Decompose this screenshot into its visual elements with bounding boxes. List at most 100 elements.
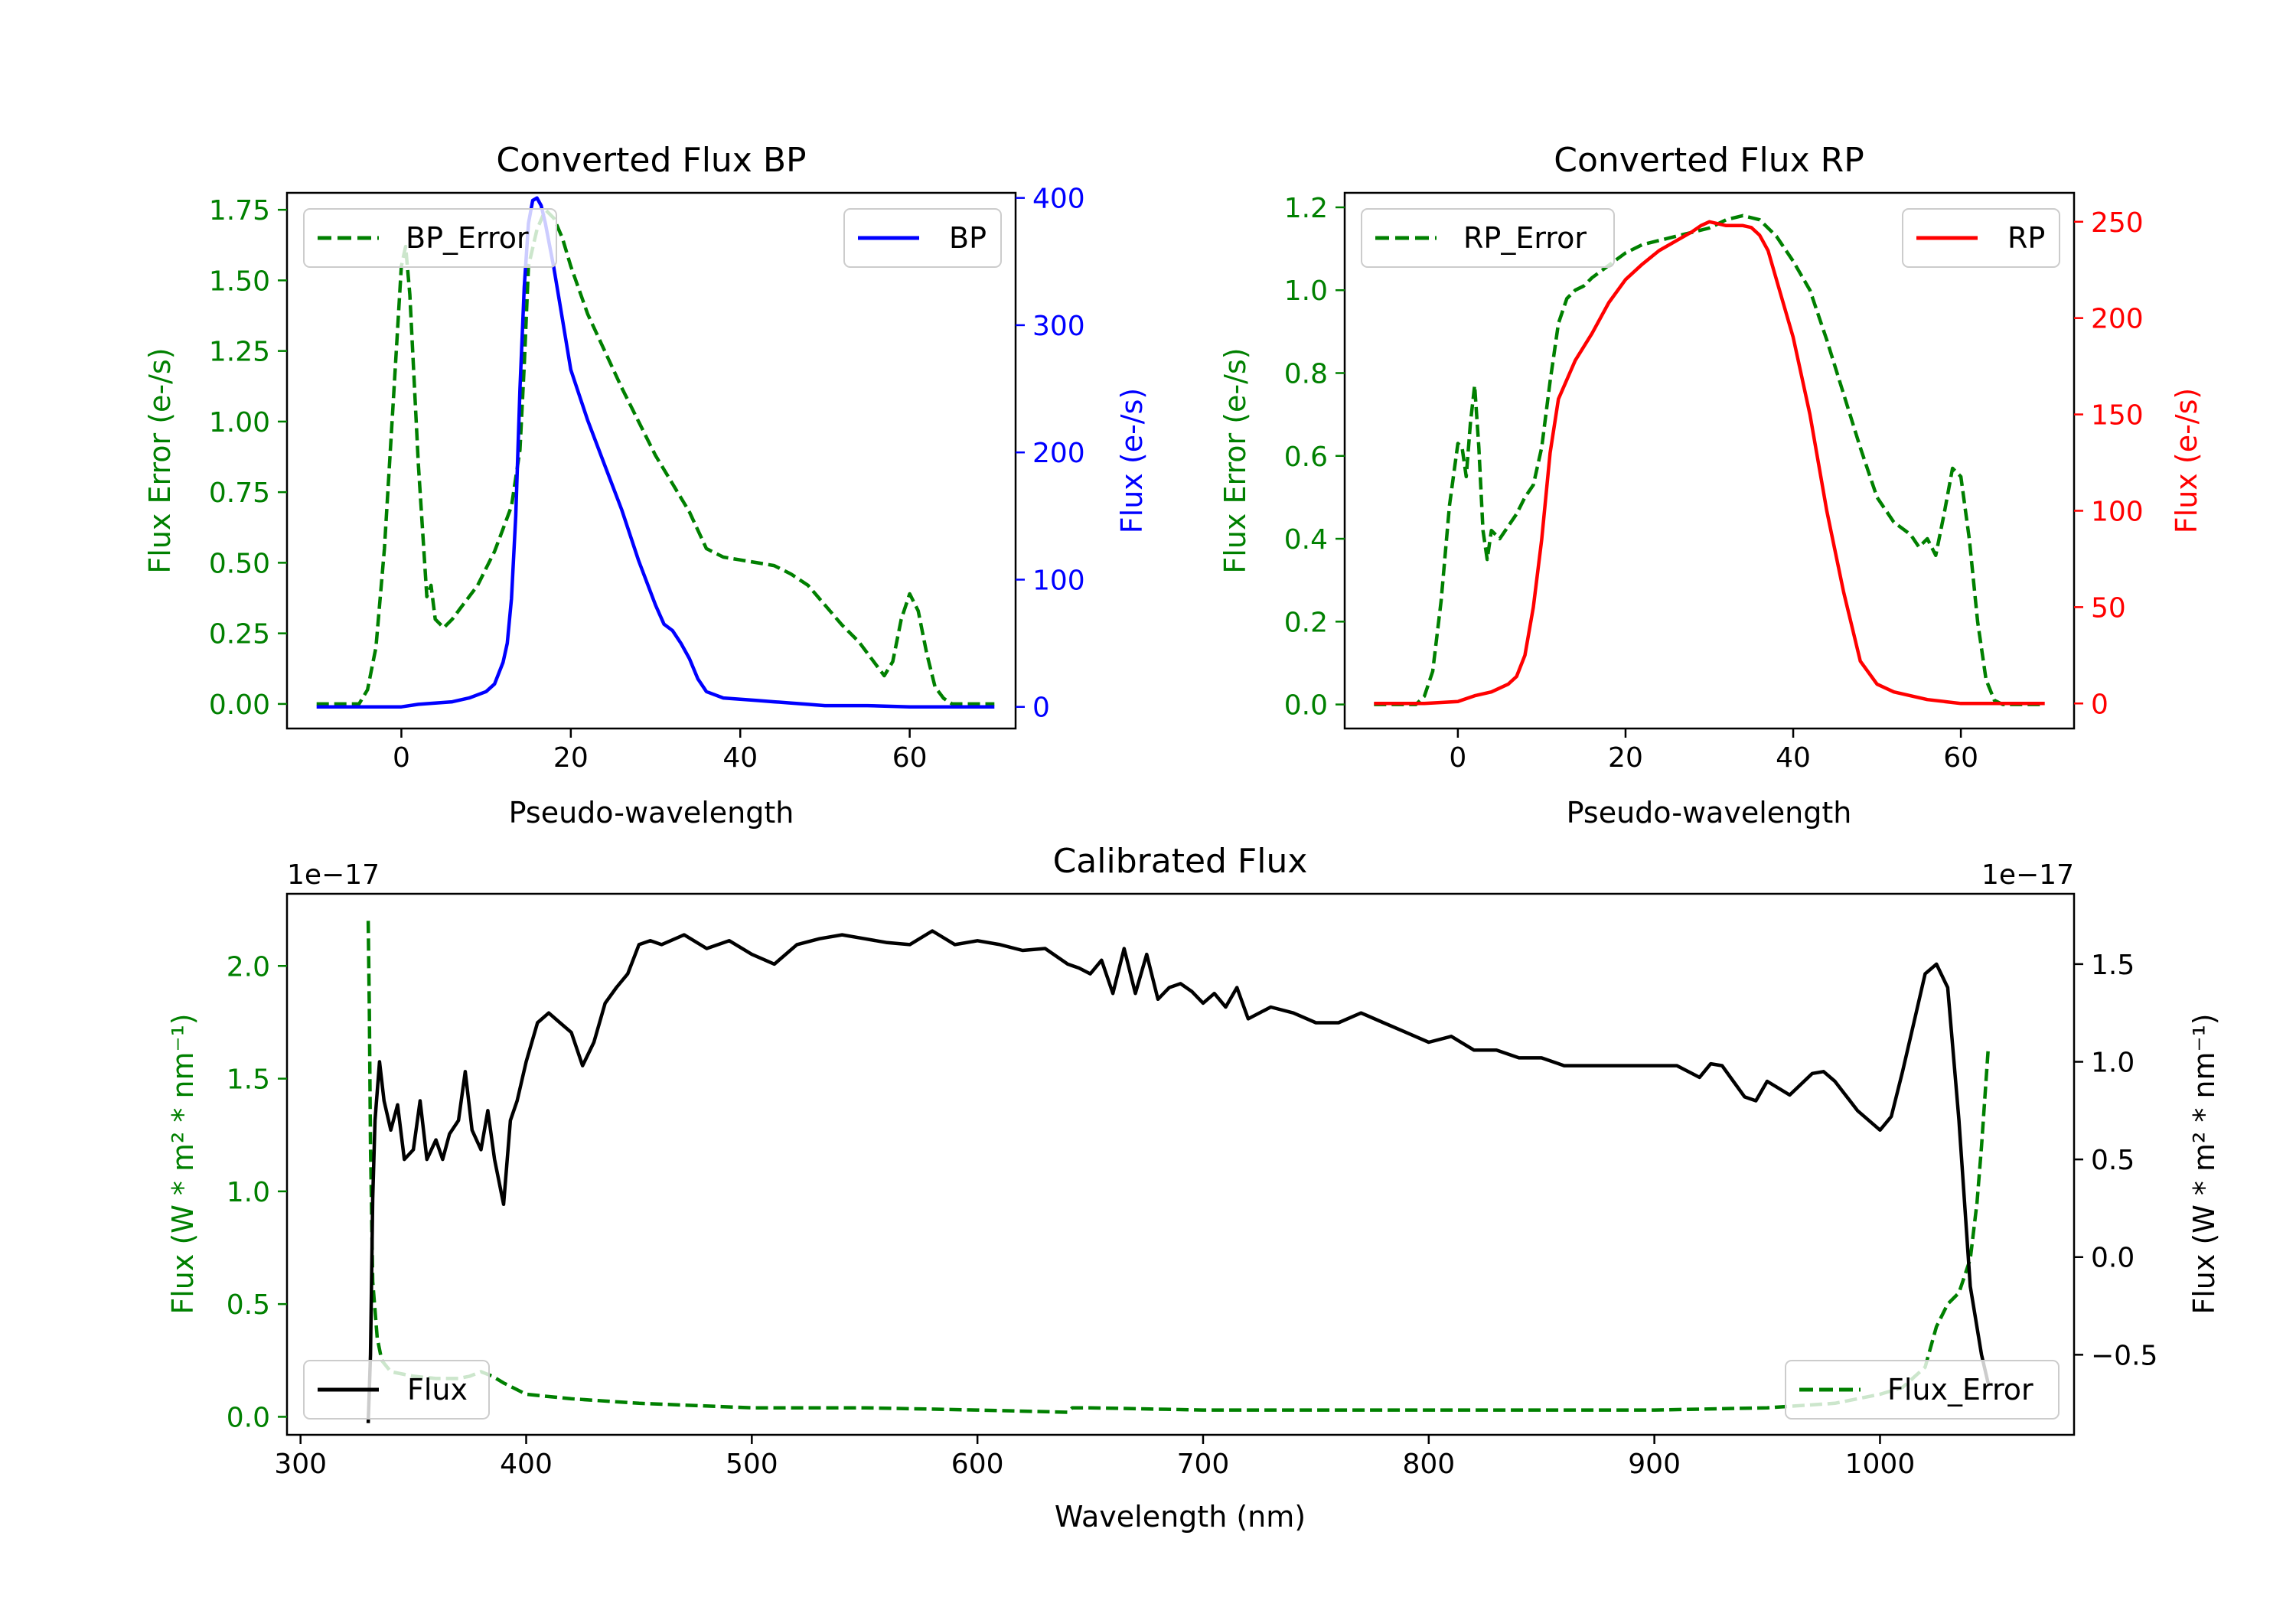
rp-left-ticks: 0.0 0.2 0.4 0.6 0.8 1.0 1.2 [1284, 193, 1345, 722]
rp-right-tick-label: 0 [2091, 689, 2108, 720]
rp-x-tick-label: 60 [1943, 742, 1978, 774]
bp-right-tick-label: 100 [1032, 565, 1085, 596]
bp-right-tick-label: 0 [1032, 693, 1050, 724]
rp-series-rp [1374, 220, 2045, 706]
calibrated-left-ticks: 0.0 0.5 1.0 1.5 2.0 [227, 951, 287, 1433]
rp-plot-frame [1343, 191, 2076, 730]
calibrated-right-offset: 1e−17 [1981, 859, 2074, 891]
rp-left-tick-label: 0.2 [1284, 607, 1328, 638]
bp-panel: Converted Flux BP 0 20 40 60 0.000.250.500.… [143, 141, 1149, 830]
calibrated-left-tick-label: 0.5 [227, 1289, 270, 1321]
rp-series-rp-error [1374, 214, 2045, 706]
bp-left-ticks: 0.00 0.25 0.50 0.75 1.00 1.25 1.50 1.75 [209, 195, 287, 721]
bp-left-tick-label: 1.00 [209, 407, 270, 438]
bp-left-tick-label: 0.75 [209, 478, 270, 509]
bp-left-tick-label: 0.00 [209, 689, 270, 721]
rp-legend-left: RP_Error [1361, 208, 1615, 268]
calibrated-x-tick-label: 600 [951, 1449, 1004, 1480]
bp-right-tick-label: 200 [1032, 438, 1085, 469]
bp-legend-right-label: BP [949, 221, 987, 255]
calibrated-left-tick-label: 1.5 [227, 1064, 270, 1096]
calibrated-right-tick-label: 1.0 [2091, 1048, 2135, 1079]
calibrated-legend-left-label: Flux [407, 1373, 468, 1407]
calibrated-left-offset: 1e−17 [287, 859, 380, 891]
rp-x-tick-label: 20 [1608, 742, 1643, 774]
calibrated-left-tick-label: 1.0 [227, 1177, 270, 1208]
rp-right-tick-label: 200 [2091, 304, 2144, 335]
calibrated-right-ticks: −0.5 0.0 0.5 1.0 1.5 [2074, 950, 2157, 1371]
rp-legend-right-label: RP [2007, 221, 2045, 255]
calibrated-right-label: Flux (W * m² * nm⁻¹) [2187, 1013, 2221, 1314]
bp-right-tick-label: 400 [1032, 184, 1085, 215]
bp-lines [316, 196, 995, 709]
rp-right-ticks: 0 50 100 150 200 250 [2074, 207, 2144, 720]
calibrated-left-tick-label: 2.0 [227, 951, 270, 983]
calibrated-x-tick-label: 400 [500, 1449, 553, 1480]
bp-x-tick-label: 40 [722, 742, 758, 774]
calibrated-x-ticks: 300 400 500 600 700 800 900 1000 [274, 1435, 1915, 1480]
rp-left-tick-label: 0.8 [1284, 358, 1328, 390]
calibrated-left-label: Flux (W * m² * nm⁻¹) [166, 1013, 200, 1314]
bp-legend-left: BP_Error [303, 208, 557, 268]
calibrated-title: Calibrated Flux [1053, 842, 1308, 881]
bp-plot-frame [285, 191, 1017, 730]
calibrated-x-tick-label: 900 [1628, 1449, 1681, 1480]
rp-x-tick-label: 0 [1449, 742, 1466, 774]
rp-right-tick-label: 100 [2091, 496, 2144, 527]
rp-title: Converted Flux RP [1554, 141, 1864, 180]
rp-right-tick-label: 50 [2091, 592, 2126, 624]
rp-legend-right: RP [1902, 208, 2060, 268]
rp-x-ticks: 0 20 40 60 [1449, 729, 1978, 774]
calibrated-legend-right-label: Flux_Error [1887, 1373, 2033, 1407]
calibrated-x-tick-label: 700 [1177, 1449, 1230, 1480]
calibrated-x-tick-label: 500 [726, 1449, 778, 1480]
calibrated-right-tick-label: 0.5 [2091, 1145, 2135, 1176]
rp-legend-left-label: RP_Error [1463, 221, 1587, 255]
bp-right-label: Flux (e-/s) [1115, 388, 1149, 533]
rp-left-tick-label: 0.4 [1284, 524, 1328, 556]
bp-title: Converted Flux BP [496, 141, 806, 180]
rp-left-tick-label: 0.0 [1284, 690, 1328, 722]
rp-left-tick-label: 0.6 [1284, 442, 1328, 473]
rp-right-tick-label: 250 [2091, 207, 2144, 239]
rp-right-label: Flux (e-/s) [2170, 388, 2203, 533]
bp-right-tick-label: 300 [1032, 311, 1085, 342]
bp-legend-right: BP [843, 208, 1002, 268]
bp-x-label: Pseudo-wavelength [509, 796, 794, 830]
calibrated-legend-left: Flux [303, 1360, 490, 1420]
calibrated-x-tick-label: 1000 [1845, 1449, 1916, 1480]
bp-series-bp-error [316, 207, 995, 706]
rp-x-label: Pseudo-wavelength [1567, 796, 1852, 830]
calibrated-right-tick-label: −0.5 [2091, 1340, 2157, 1371]
bp-legend-left-label: BP_Error [406, 221, 529, 255]
bp-right-ticks: 0 100 200 300 400 [1016, 184, 1085, 724]
bp-left-label: Flux Error (e-/s) [143, 347, 177, 573]
bp-left-tick-label: 1.75 [209, 195, 270, 227]
calibrated-right-tick-label: 1.5 [2091, 950, 2135, 981]
bp-x-tick-label: 0 [393, 742, 410, 774]
bp-x-tick-label: 20 [553, 742, 589, 774]
bp-x-ticks: 0 20 40 60 [393, 729, 928, 774]
calibrated-panel: Calibrated Flux 1e−17 1e−17 300 400 500 600… [166, 842, 2221, 1534]
bp-series-bp [316, 196, 995, 709]
calibrated-legend-right: Flux_Error [1785, 1360, 2060, 1420]
calibrated-x-tick-label: 300 [274, 1449, 327, 1480]
bp-left-tick-label: 0.50 [209, 548, 270, 579]
bp-x-tick-label: 60 [892, 742, 928, 774]
calibrated-lines [366, 921, 1991, 1423]
calibrated-plot-frame [285, 892, 2076, 1436]
bp-left-tick-label: 1.25 [209, 337, 270, 368]
rp-right-tick-label: 150 [2091, 400, 2144, 432]
rp-panel: Converted Flux RP 0 20 40 60 0.00.20.40.60.… [1218, 141, 2203, 830]
rp-left-label: Flux Error (e-/s) [1218, 347, 1252, 573]
calibrated-left-tick-label: 0.0 [227, 1402, 270, 1433]
rp-left-tick-label: 1.2 [1284, 193, 1328, 224]
rp-left-tick-label: 1.0 [1284, 275, 1328, 307]
calibrated-x-label: Wavelength (nm) [1055, 1500, 1306, 1534]
bp-left-tick-label: 1.50 [209, 266, 270, 297]
calibrated-x-tick-label: 800 [1402, 1449, 1455, 1480]
rp-x-tick-label: 40 [1776, 742, 1811, 774]
bp-left-tick-label: 0.25 [209, 619, 270, 650]
calibrated-series-flux [366, 929, 1991, 1423]
